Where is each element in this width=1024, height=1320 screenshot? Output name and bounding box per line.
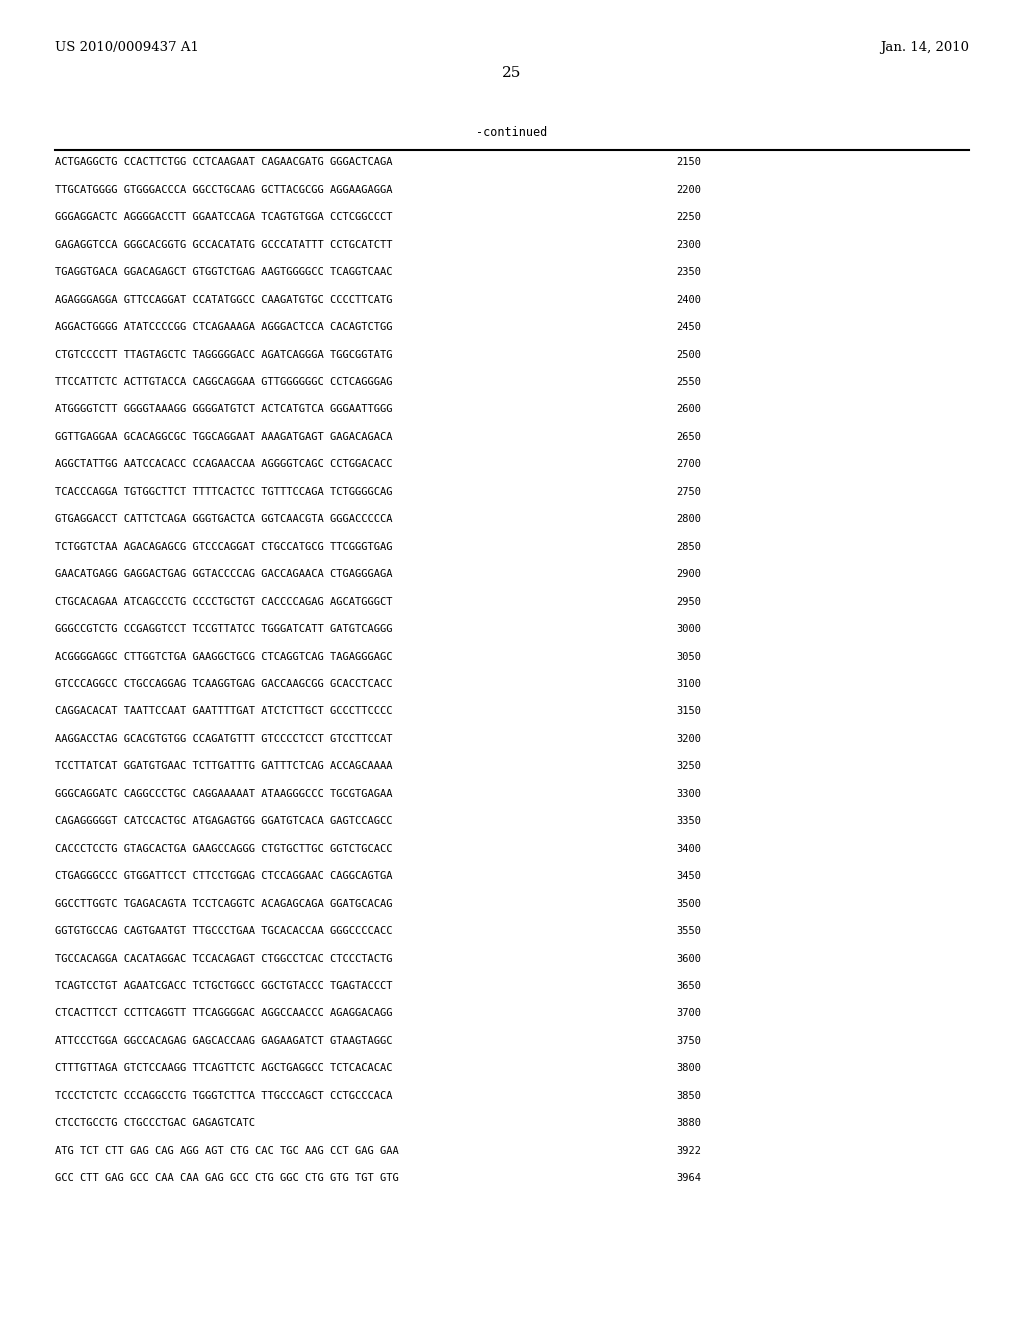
Text: 2950: 2950 <box>676 597 700 607</box>
Text: CTCACTTCCT CCTTCAGGTT TTCAGGGGAC AGGCCAACCC AGAGGACAGG: CTCACTTCCT CCTTCAGGTT TTCAGGGGAC AGGCCAA… <box>55 1008 393 1019</box>
Text: 3350: 3350 <box>676 816 700 826</box>
Text: CAGGACACAT TAATTCCAAT GAATTTTGAT ATCTCTTGCT GCCCTTCCCC: CAGGACACAT TAATTCCAAT GAATTTTGAT ATCTCTT… <box>55 706 393 717</box>
Text: 3150: 3150 <box>676 706 700 717</box>
Text: ATGGGGTCTT GGGGTAAAGG GGGGATGTCT ACTCATGTCA GGGAATTGGG: ATGGGGTCTT GGGGTAAAGG GGGGATGTCT ACTCATG… <box>55 404 393 414</box>
Text: 3000: 3000 <box>676 624 700 634</box>
Text: GAGAGGTCCA GGGCACGGTG GCCACATATG GCCCATATTT CCTGCATCTT: GAGAGGTCCA GGGCACGGTG GCCACATATG GCCCATA… <box>55 240 393 249</box>
Text: 3500: 3500 <box>676 899 700 908</box>
Text: ACGGGGAGGC CTTGGTCTGA GAAGGCTGCG CTCAGGTCAG TAGAGGGAGC: ACGGGGAGGC CTTGGTCTGA GAAGGCTGCG CTCAGGT… <box>55 652 393 661</box>
Text: AGGACTGGGG ATATCCCCGG CTCAGAAAGA AGGGACTCCA CACAGTCTGG: AGGACTGGGG ATATCCCCGG CTCAGAAAGA AGGGACT… <box>55 322 393 333</box>
Text: 2300: 2300 <box>676 240 700 249</box>
Text: 3750: 3750 <box>676 1036 700 1045</box>
Text: 3100: 3100 <box>676 678 700 689</box>
Text: CACCCTCCTG GTAGCACTGA GAAGCCAGGG CTGTGCTTGC GGTCTGCACC: CACCCTCCTG GTAGCACTGA GAAGCCAGGG CTGTGCT… <box>55 843 393 854</box>
Text: GAACATGAGG GAGGACTGAG GGTACCCCAG GACCAGAACA CTGAGGGAGA: GAACATGAGG GAGGACTGAG GGTACCCCAG GACCAGA… <box>55 569 393 579</box>
Text: 3700: 3700 <box>676 1008 700 1019</box>
Text: TGCCACAGGA CACATAGGAC TCCACAGAGT CTGGCCTCAC CTCCCTACTG: TGCCACAGGA CACATAGGAC TCCACAGAGT CTGGCCT… <box>55 953 393 964</box>
Text: TCCTTATCAT GGATGTGAAC TCTTGATTTG GATTTCTCAG ACCAGCAAAA: TCCTTATCAT GGATGTGAAC TCTTGATTTG GATTTCT… <box>55 762 393 771</box>
Text: 3800: 3800 <box>676 1064 700 1073</box>
Text: -continued: -continued <box>476 125 548 139</box>
Text: GGGCCGTCTG CCGAGGTCCT TCCGTTATCC TGGGATCATT GATGTCAGGG: GGGCCGTCTG CCGAGGTCCT TCCGTTATCC TGGGATC… <box>55 624 393 634</box>
Text: CTCCTGCCTG CTGCCCTGAC GAGAGTCATC: CTCCTGCCTG CTGCCCTGAC GAGAGTCATC <box>55 1118 255 1129</box>
Text: 2650: 2650 <box>676 432 700 442</box>
Text: 2550: 2550 <box>676 378 700 387</box>
Text: 3850: 3850 <box>676 1090 700 1101</box>
Text: CTGAGGGCCC GTGGATTCCT CTTCCTGGAG CTCCAGGAAC CAGGCAGTGA: CTGAGGGCCC GTGGATTCCT CTTCCTGGAG CTCCAGG… <box>55 871 393 882</box>
Text: TTGCATGGGG GTGGGACCCA GGCCTGCAAG GCTTACGCGG AGGAAGAGGA: TTGCATGGGG GTGGGACCCA GGCCTGCAAG GCTTACG… <box>55 185 393 195</box>
Text: ATG TCT CTT GAG CAG AGG AGT CTG CAC TGC AAG CCT GAG GAA: ATG TCT CTT GAG CAG AGG AGT CTG CAC TGC … <box>55 1146 399 1156</box>
Text: GCC CTT GAG GCC CAA CAA GAG GCC CTG GGC CTG GTG TGT GTG: GCC CTT GAG GCC CAA CAA GAG GCC CTG GGC … <box>55 1173 399 1183</box>
Text: CTTTGTTAGA GTCTCCAAGG TTCAGTTCTC AGCTGAGGCC TCTCACACAC: CTTTGTTAGA GTCTCCAAGG TTCAGTTCTC AGCTGAG… <box>55 1064 393 1073</box>
Text: GGGCAGGATC CAGGCCCTGC CAGGAAAAAT ATAAGGGCCC TGCGTGAGAA: GGGCAGGATC CAGGCCCTGC CAGGAAAAAT ATAAGGG… <box>55 789 393 799</box>
Text: 2450: 2450 <box>676 322 700 333</box>
Text: TCACCCAGGA TGTGGCTTCT TTTTCACTCC TGTTTCCAGA TCTGGGGCAG: TCACCCAGGA TGTGGCTTCT TTTTCACTCC TGTTTCC… <box>55 487 393 496</box>
Text: 3250: 3250 <box>676 762 700 771</box>
Text: CTGCACAGAA ATCAGCCCTG CCCCTGCTGT CACCCCAGAG AGCATGGGCT: CTGCACAGAA ATCAGCCCTG CCCCTGCTGT CACCCCA… <box>55 597 393 607</box>
Text: GTGAGGACCT CATTCTCAGA GGGTGACTCA GGTCAACGTA GGGACCCCCA: GTGAGGACCT CATTCTCAGA GGGTGACTCA GGTCAAC… <box>55 515 393 524</box>
Text: 2350: 2350 <box>676 267 700 277</box>
Text: 2750: 2750 <box>676 487 700 496</box>
Text: TCCCTCTCTC CCCAGGCCTG TGGGTCTTCA TTGCCCAGCT CCTGCCCACA: TCCCTCTCTC CCCAGGCCTG TGGGTCTTCA TTGCCCA… <box>55 1090 393 1101</box>
Text: AGGCTATTGG AATCCACACC CCAGAACCAA AGGGGTCAGC CCTGGACACC: AGGCTATTGG AATCCACACC CCAGAACCAA AGGGGTC… <box>55 459 393 470</box>
Text: GGTGTGCCAG CAGTGAATGT TTGCCCTGAA TGCACACCAA GGGCCCCACC: GGTGTGCCAG CAGTGAATGT TTGCCCTGAA TGCACAC… <box>55 927 393 936</box>
Text: 25: 25 <box>503 66 521 79</box>
Text: 3550: 3550 <box>676 927 700 936</box>
Text: GTCCCAGGCC CTGCCAGGAG TCAAGGTGAG GACCAAGCGG GCACCTCACC: GTCCCAGGCC CTGCCAGGAG TCAAGGTGAG GACCAAG… <box>55 678 393 689</box>
Text: 2250: 2250 <box>676 213 700 222</box>
Text: TCAGTCCTGT AGAATCGACC TCTGCTGGCC GGCTGTACCC TGAGTACCCT: TCAGTCCTGT AGAATCGACC TCTGCTGGCC GGCTGTA… <box>55 981 393 991</box>
Text: 2600: 2600 <box>676 404 700 414</box>
Text: ACTGAGGCTG CCACTTCTGG CCTCAAGAAT CAGAACGATG GGGACTCAGA: ACTGAGGCTG CCACTTCTGG CCTCAAGAAT CAGAACG… <box>55 157 393 168</box>
Text: CAGAGGGGGT CATCCACTGC ATGAGAGTGG GGATGTCACA GAGTCCAGCC: CAGAGGGGGT CATCCACTGC ATGAGAGTGG GGATGTC… <box>55 816 393 826</box>
Text: AAGGACCTAG GCACGTGTGG CCAGATGTTT GTCCCCTCCT GTCCTTCCAT: AAGGACCTAG GCACGTGTGG CCAGATGTTT GTCCCCT… <box>55 734 393 744</box>
Text: 2150: 2150 <box>676 157 700 168</box>
Text: US 2010/0009437 A1: US 2010/0009437 A1 <box>55 41 200 54</box>
Text: TGAGGTGACA GGACAGAGCT GTGGTCTGAG AAGTGGGGCC TCAGGTCAAC: TGAGGTGACA GGACAGAGCT GTGGTCTGAG AAGTGGG… <box>55 267 393 277</box>
Text: 2850: 2850 <box>676 541 700 552</box>
Text: 2400: 2400 <box>676 294 700 305</box>
Text: AGAGGGAGGA GTTCCAGGAT CCATATGGCC CAAGATGTGC CCCCTTCATG: AGAGGGAGGA GTTCCAGGAT CCATATGGCC CAAGATG… <box>55 294 393 305</box>
Text: GGGAGGACTC AGGGGACCTT GGAATCCAGA TCAGTGTGGA CCTCGGCCCT: GGGAGGACTC AGGGGACCTT GGAATCCAGA TCAGTGT… <box>55 213 393 222</box>
Text: GGCCTTGGTC TGAGACAGTA TCCTCAGGTC ACAGAGCAGA GGATGCACAG: GGCCTTGGTC TGAGACAGTA TCCTCAGGTC ACAGAGC… <box>55 899 393 908</box>
Text: TCTGGTCTAA AGACAGAGCG GTCCCAGGAT CTGCCATGCG TTCGGGTGAG: TCTGGTCTAA AGACAGAGCG GTCCCAGGAT CTGCCAT… <box>55 541 393 552</box>
Text: 3300: 3300 <box>676 789 700 799</box>
Text: 3922: 3922 <box>676 1146 700 1156</box>
Text: GGTTGAGGAA GCACAGGCGC TGGCAGGAAT AAAGATGAGT GAGACAGACA: GGTTGAGGAA GCACAGGCGC TGGCAGGAAT AAAGATG… <box>55 432 393 442</box>
Text: 3964: 3964 <box>676 1173 700 1183</box>
Text: 2900: 2900 <box>676 569 700 579</box>
Text: 2800: 2800 <box>676 515 700 524</box>
Text: 3880: 3880 <box>676 1118 700 1129</box>
Text: TTCCATTCTC ACTTGTACCA CAGGCAGGAA GTTGGGGGGC CCTCAGGGAG: TTCCATTCTC ACTTGTACCA CAGGCAGGAA GTTGGGG… <box>55 378 393 387</box>
Text: 2700: 2700 <box>676 459 700 470</box>
Text: CTGTCCCCTT TTAGTAGCTC TAGGGGGACC AGATCAGGGA TGGCGGTATG: CTGTCCCCTT TTAGTAGCTC TAGGGGGACC AGATCAG… <box>55 350 393 359</box>
Text: Jan. 14, 2010: Jan. 14, 2010 <box>880 41 969 54</box>
Text: 3200: 3200 <box>676 734 700 744</box>
Text: ATTCCCTGGA GGCCACAGAG GAGCACCAAG GAGAAGATCT GTAAGTAGGC: ATTCCCTGGA GGCCACAGAG GAGCACCAAG GAGAAGA… <box>55 1036 393 1045</box>
Text: 3650: 3650 <box>676 981 700 991</box>
Text: 3600: 3600 <box>676 953 700 964</box>
Text: 2200: 2200 <box>676 185 700 195</box>
Text: 3050: 3050 <box>676 652 700 661</box>
Text: 3450: 3450 <box>676 871 700 882</box>
Text: 2500: 2500 <box>676 350 700 359</box>
Text: 3400: 3400 <box>676 843 700 854</box>
